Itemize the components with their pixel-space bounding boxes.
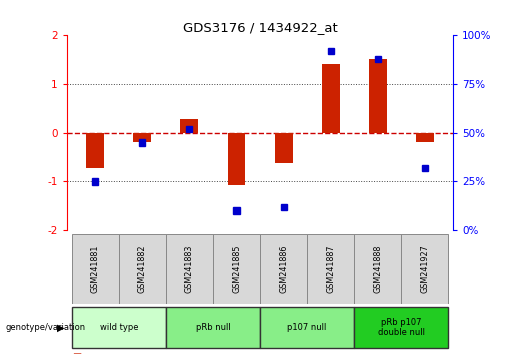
FancyBboxPatch shape <box>307 234 354 304</box>
FancyBboxPatch shape <box>166 307 260 348</box>
FancyBboxPatch shape <box>119 234 166 304</box>
FancyBboxPatch shape <box>72 307 166 348</box>
Bar <box>328 48 334 54</box>
FancyBboxPatch shape <box>260 307 354 348</box>
Title: GDS3176 / 1434922_at: GDS3176 / 1434922_at <box>183 21 337 34</box>
Text: pRb null: pRb null <box>196 323 230 332</box>
Bar <box>133 133 151 142</box>
Bar <box>233 207 239 214</box>
Bar <box>375 56 381 62</box>
Bar <box>180 119 198 133</box>
Bar <box>87 133 104 168</box>
FancyBboxPatch shape <box>354 234 401 304</box>
FancyBboxPatch shape <box>354 307 449 348</box>
Bar <box>369 59 387 133</box>
FancyBboxPatch shape <box>260 234 307 304</box>
Text: pRb p107
double null: pRb p107 double null <box>378 318 425 337</box>
Bar <box>274 133 293 163</box>
FancyBboxPatch shape <box>72 234 119 304</box>
Text: GSM241927: GSM241927 <box>420 245 430 293</box>
Text: GSM241885: GSM241885 <box>232 245 241 293</box>
Text: p107 null: p107 null <box>287 323 327 332</box>
FancyBboxPatch shape <box>166 234 213 304</box>
FancyBboxPatch shape <box>401 234 449 304</box>
Text: ▶: ▶ <box>57 322 64 332</box>
Text: GSM241883: GSM241883 <box>185 245 194 293</box>
Text: GSM241887: GSM241887 <box>326 245 335 293</box>
Text: genotype/variation: genotype/variation <box>5 323 85 332</box>
Bar <box>186 126 193 132</box>
Text: wild type: wild type <box>99 323 138 332</box>
Bar <box>281 204 287 210</box>
Bar <box>322 64 340 133</box>
Bar <box>92 178 98 184</box>
FancyBboxPatch shape <box>213 234 260 304</box>
Text: GSM241886: GSM241886 <box>279 245 288 293</box>
Bar <box>422 165 428 171</box>
Text: GSM241882: GSM241882 <box>138 245 147 293</box>
Text: ■: ■ <box>72 352 81 354</box>
Text: GSM241888: GSM241888 <box>373 245 382 293</box>
Text: GSM241881: GSM241881 <box>91 245 100 293</box>
Bar <box>139 139 145 145</box>
Bar <box>228 133 246 185</box>
Bar <box>416 133 434 142</box>
